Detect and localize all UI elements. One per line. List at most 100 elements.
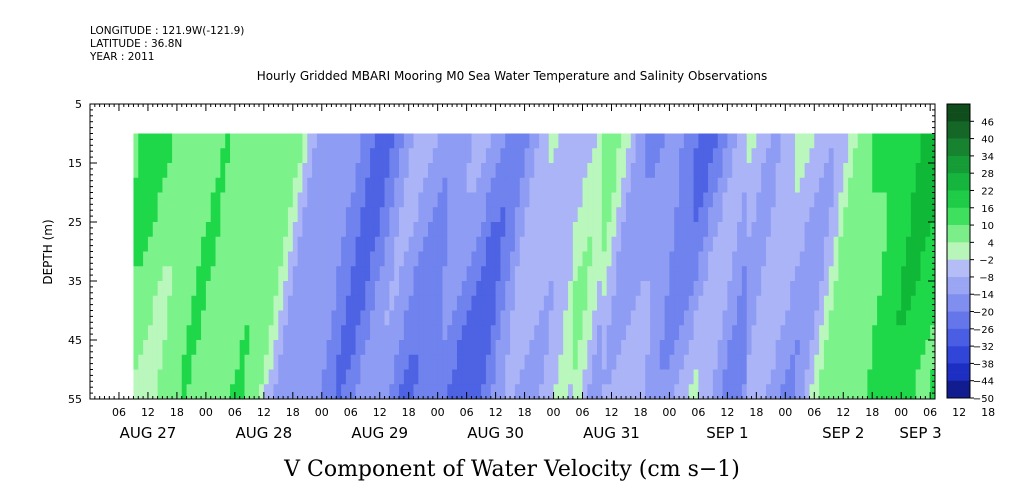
heatmap-cell (524, 340, 530, 356)
heatmap-cell (302, 295, 308, 311)
heatmap-cell (147, 369, 154, 385)
heatmap-cell (167, 281, 173, 297)
heatmap-cell (254, 236, 260, 252)
heatmap-cell (640, 148, 646, 164)
heatmap-cell (312, 369, 318, 385)
colorbar-swatch (947, 112, 970, 122)
heatmap-cell (712, 295, 719, 311)
heatmap-cell (384, 163, 390, 179)
colorbar-swatch (947, 285, 970, 295)
heatmap-cell (403, 340, 410, 356)
heatmap-cell (925, 133, 931, 149)
heatmap-cell (843, 133, 849, 149)
heatmap-cell (476, 163, 482, 179)
heatmap-cell (930, 384, 936, 400)
heatmap-cell (852, 148, 859, 164)
heatmap-cell (611, 148, 617, 164)
heatmap-cell (920, 133, 926, 149)
heatmap-cell (220, 207, 226, 223)
heatmap-cell (674, 207, 680, 223)
heatmap-cell (403, 177, 410, 193)
heatmap-cell (302, 266, 308, 282)
heatmap-cell (804, 163, 810, 179)
heatmap-cell (316, 251, 323, 267)
heatmap-cell (423, 207, 429, 223)
heatmap-cell (413, 222, 419, 238)
heatmap-cell (181, 251, 187, 267)
heatmap-cell (529, 207, 535, 223)
heatmap-cell (877, 177, 883, 193)
heatmap-cell (524, 310, 530, 326)
heatmap-cell (384, 340, 390, 356)
heatmap-cell (669, 192, 675, 208)
heatmap-cell (254, 148, 260, 164)
heatmap-cell (756, 236, 762, 252)
x-hour-label: 12 (257, 406, 271, 419)
heatmap-cell (548, 148, 554, 164)
heatmap-cell (843, 295, 849, 311)
heatmap-cell (727, 340, 733, 356)
heatmap-cell (770, 369, 777, 385)
heatmap-cell (587, 266, 593, 282)
heatmap-cell (495, 133, 501, 149)
heatmap-cell (597, 207, 603, 223)
heatmap-cell (722, 384, 728, 400)
heatmap-cell (259, 207, 265, 223)
heatmap-cell (326, 384, 332, 400)
heatmap-cell (674, 354, 680, 370)
heatmap-cell (698, 236, 704, 252)
heatmap-cell (283, 266, 289, 282)
heatmap-cell (365, 340, 371, 356)
heatmap-cell (572, 133, 579, 149)
heatmap-cell (539, 281, 545, 297)
heatmap-cell (790, 148, 796, 164)
heatmap-cell (490, 369, 496, 385)
heatmap-cell (901, 340, 907, 356)
heatmap-cell (152, 192, 158, 208)
heatmap-cell (268, 369, 274, 385)
heatmap-cell (751, 163, 757, 179)
heatmap-cell (563, 325, 569, 341)
heatmap-cell (737, 354, 743, 370)
heatmap-cell (495, 369, 501, 385)
heatmap-cell (244, 325, 250, 341)
heatmap-cell (780, 310, 786, 326)
heatmap-cell (283, 251, 289, 267)
heatmap-cell (147, 236, 154, 252)
heatmap-cell (886, 163, 892, 179)
colorbar-label: 10 (981, 221, 994, 232)
heatmap-cell (906, 148, 912, 164)
heatmap-cell (823, 192, 830, 208)
heatmap-cell (510, 281, 516, 297)
heatmap-cell (316, 192, 323, 208)
heatmap-cell (872, 310, 878, 326)
heatmap-cell (582, 192, 588, 208)
colorbar-swatch (947, 207, 970, 217)
heatmap-cell (790, 310, 796, 326)
heatmap-cell (244, 340, 250, 356)
heatmap-cell (625, 325, 632, 341)
heatmap-cell (374, 177, 381, 193)
heatmap-cell (833, 354, 839, 370)
heatmap-cell (790, 281, 796, 297)
heatmap-cell (746, 163, 752, 179)
heatmap-cell (572, 266, 579, 282)
heatmap-cell (432, 281, 439, 297)
heatmap-cell (268, 310, 274, 326)
heatmap-cell (172, 325, 178, 341)
heatmap-cell (147, 325, 154, 341)
heatmap-cell (350, 369, 356, 385)
heatmap-cell (548, 192, 554, 208)
heatmap-cell (688, 281, 694, 297)
heatmap-cell (635, 266, 641, 282)
heatmap-cell (263, 325, 270, 341)
heatmap-cell (886, 295, 892, 311)
heatmap-cell (162, 207, 168, 223)
heatmap-cell (833, 325, 839, 341)
heatmap-cell (674, 222, 680, 238)
heatmap-cell (181, 266, 187, 282)
heatmap-cell (539, 295, 545, 311)
heatmap-cell (843, 207, 849, 223)
heatmap-cell (650, 266, 656, 282)
heatmap-cell (693, 251, 699, 267)
